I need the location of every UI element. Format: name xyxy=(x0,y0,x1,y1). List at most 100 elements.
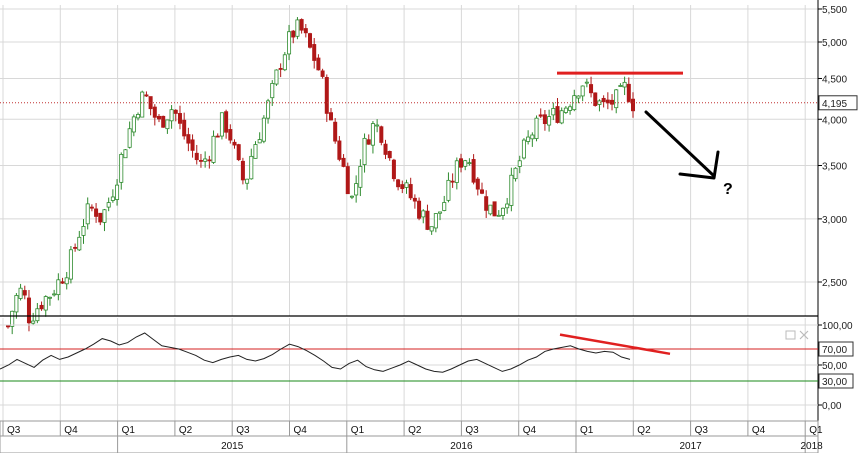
candle-body xyxy=(513,167,518,180)
candle-body xyxy=(496,214,501,217)
maximize-icon[interactable] xyxy=(785,330,796,340)
candle-body xyxy=(484,196,489,211)
arrow-head xyxy=(678,150,720,180)
candle-body xyxy=(547,116,552,126)
candle-body xyxy=(559,110,564,124)
last-price-label: 4,195 xyxy=(822,99,847,110)
quarter-label: Q1 xyxy=(351,425,365,436)
candle-body xyxy=(211,135,216,163)
oscillator-grid xyxy=(0,318,818,421)
candle-body xyxy=(375,124,380,127)
candle-body xyxy=(500,207,505,216)
price-y-axis: 5,500 5,000 4,500 4,000 3,500 3,000 2,500 4,195 xyxy=(817,0,858,421)
candle-body xyxy=(26,297,31,324)
candle-body xyxy=(173,109,178,114)
candle-body xyxy=(438,211,443,214)
candle-body xyxy=(475,178,480,190)
candle-body xyxy=(618,85,623,87)
candle-body xyxy=(450,180,455,183)
candle-body xyxy=(219,112,224,137)
candle-body xyxy=(349,195,354,198)
candle-body xyxy=(119,154,124,183)
candle-body xyxy=(312,44,317,61)
candle-body xyxy=(287,31,292,55)
candle-body xyxy=(421,210,426,218)
candle-body xyxy=(274,69,279,85)
year-label: 2017 xyxy=(679,441,702,452)
candle-body xyxy=(131,116,136,133)
candle-body xyxy=(467,162,472,165)
quarter-label: Q2 xyxy=(408,425,422,436)
candle-body xyxy=(584,81,589,84)
candle-body xyxy=(429,226,434,232)
candle-body xyxy=(81,225,86,236)
candle-body xyxy=(387,151,392,159)
time-axis-frame xyxy=(0,420,819,453)
candle-body xyxy=(278,68,283,70)
candle-body xyxy=(18,287,23,299)
candle-body xyxy=(22,290,27,296)
candle-body xyxy=(35,308,40,322)
candle-body xyxy=(261,117,266,142)
candle-body xyxy=(379,126,384,143)
candle-body xyxy=(362,137,367,165)
candle-body xyxy=(412,197,417,202)
price-tick-label: 4,000 xyxy=(822,115,847,126)
candle-body xyxy=(614,89,619,109)
quarter-label: Q1 xyxy=(580,425,594,436)
quarter-label: Q3 xyxy=(465,425,479,436)
candle-body xyxy=(236,144,241,161)
quarter-label: Q4 xyxy=(64,425,78,436)
candle-body xyxy=(538,114,543,117)
candle-body xyxy=(43,296,48,311)
candle-body xyxy=(404,182,409,188)
candle-body xyxy=(257,139,262,144)
oscillator-trendline xyxy=(559,333,671,356)
candle-body xyxy=(228,129,233,141)
candle-body xyxy=(631,98,636,112)
year-label: 2016 xyxy=(450,441,473,452)
candle-body xyxy=(526,136,531,142)
candle-body xyxy=(39,304,44,310)
candle-body xyxy=(370,123,375,146)
price-tick-label: 2,500 xyxy=(822,278,847,289)
candle-body xyxy=(492,201,497,217)
candle-body xyxy=(626,83,631,102)
candle-body xyxy=(408,184,413,199)
last-price-box xyxy=(818,95,858,111)
candle-body xyxy=(366,139,371,145)
osc-level-box xyxy=(818,341,854,357)
candle-body xyxy=(446,179,451,201)
close-icon[interactable] xyxy=(799,330,809,340)
candle-body xyxy=(383,143,388,155)
candle-body xyxy=(576,95,581,99)
candle-body xyxy=(140,91,145,118)
candle-body xyxy=(433,213,438,229)
candle-body xyxy=(320,70,325,77)
candle-body xyxy=(517,160,522,167)
candle-body xyxy=(580,85,585,97)
candle-body xyxy=(240,160,245,181)
candle-body xyxy=(488,204,493,215)
candle-body xyxy=(6,325,11,328)
candle-body xyxy=(463,160,468,167)
candle-body xyxy=(64,277,69,285)
candle-body xyxy=(266,100,271,119)
candle-body xyxy=(98,212,103,223)
candle-body xyxy=(303,28,308,34)
candle-body xyxy=(182,119,187,137)
candle-body xyxy=(60,281,65,284)
candle-body xyxy=(85,203,90,225)
candle-body xyxy=(324,77,329,114)
candle-body xyxy=(610,99,615,105)
candle-body xyxy=(161,115,166,128)
candle-body xyxy=(589,84,594,94)
candle-body xyxy=(102,209,107,223)
price-tick-label: 3,000 xyxy=(822,215,847,226)
candle-body xyxy=(358,166,363,188)
candle-body xyxy=(417,200,422,219)
panel-controls[interactable] xyxy=(785,330,809,340)
quarter-label: Q3 xyxy=(236,425,250,436)
quarter-label: Q1 xyxy=(122,425,136,436)
candle-body xyxy=(77,236,82,251)
